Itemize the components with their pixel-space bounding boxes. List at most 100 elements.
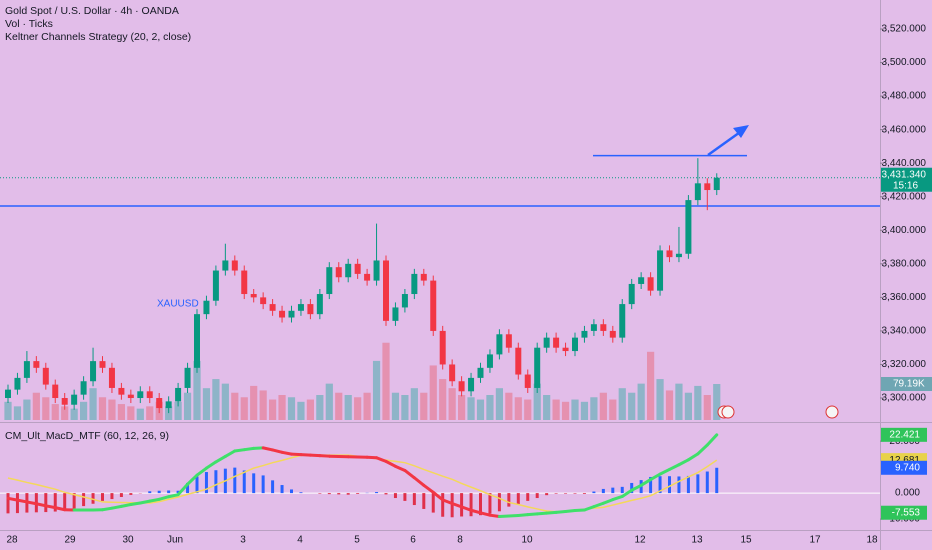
candle-body xyxy=(619,304,626,338)
volume-bar xyxy=(694,385,702,420)
macd-line-segment xyxy=(705,433,719,447)
macd-line-segment xyxy=(630,483,643,492)
candle-body xyxy=(449,364,456,382)
volume-bar xyxy=(429,365,437,420)
candle-body xyxy=(373,260,380,281)
candle-body xyxy=(146,391,153,399)
macd-line-segment xyxy=(176,482,190,497)
macd-line-segment xyxy=(318,454,331,458)
macd-histogram-bar xyxy=(573,493,577,494)
macd-line-segment xyxy=(223,449,237,458)
macd-badge-label: 12.681 xyxy=(889,455,920,466)
candle-body xyxy=(647,277,654,291)
volume-bar xyxy=(240,397,248,420)
candle-body xyxy=(468,377,475,392)
candle-body xyxy=(279,310,286,318)
candle-body xyxy=(137,391,144,399)
volume-bar xyxy=(391,392,400,420)
volume-bar xyxy=(458,395,466,420)
macd-line-segment xyxy=(601,498,615,505)
macd-line-segment xyxy=(441,498,454,505)
volume-bar xyxy=(571,399,579,420)
volume-bar xyxy=(354,397,362,420)
candle-body xyxy=(439,330,446,365)
event-icon[interactable] xyxy=(721,405,735,419)
macd-histogram-bar xyxy=(157,490,161,494)
macd-histogram-bar xyxy=(441,493,445,517)
volume-bar xyxy=(297,401,305,420)
macd-line-segment xyxy=(516,513,530,517)
volume-bar xyxy=(231,392,239,420)
candle-body xyxy=(307,304,314,315)
macd-histogram-bar xyxy=(195,476,199,494)
candle-body xyxy=(515,347,522,375)
macd-line-segment xyxy=(53,506,67,512)
macd-title: CM_Ult_MacD_MTF (60, 12, 26, 9) xyxy=(5,430,169,442)
macd-histogram-bar xyxy=(91,493,95,504)
candle-body xyxy=(364,273,371,281)
volume-bar xyxy=(4,401,12,420)
macd-line-segment xyxy=(129,501,142,507)
macd-histogram-bar xyxy=(176,490,180,494)
macd-line-segment xyxy=(110,504,123,510)
macd-line-segment xyxy=(582,505,596,512)
macd-histogram-bar xyxy=(479,493,482,516)
volume-bar xyxy=(476,399,485,420)
candle-body xyxy=(99,361,106,368)
indicator-label: Keltner Channels Strategy (20, 2, close) xyxy=(5,31,191,43)
macd-line-segment xyxy=(204,460,218,470)
macd-line-segment xyxy=(25,500,38,506)
macd-line-segment xyxy=(450,501,464,509)
macd-line-segment xyxy=(573,508,586,513)
volume-bar xyxy=(344,395,352,420)
macd-line-segment xyxy=(365,455,379,460)
candle-body xyxy=(411,273,418,295)
macd-line-segment xyxy=(431,490,445,502)
macd-line-segment xyxy=(658,467,671,476)
macd-histogram-bar xyxy=(601,488,605,494)
macd-line-segment xyxy=(261,446,275,452)
volume-bar xyxy=(287,397,296,420)
event-icon[interactable] xyxy=(825,405,839,419)
volume-bar xyxy=(410,388,418,420)
candle-body xyxy=(458,381,465,392)
volume-bar xyxy=(637,383,645,420)
macd-line-segment xyxy=(620,488,634,498)
macd-line-segment xyxy=(101,506,114,512)
macd-line-segment xyxy=(403,468,416,480)
macd-histogram-bar xyxy=(129,493,133,495)
volume-bar xyxy=(609,399,617,420)
volume-bar xyxy=(146,406,154,420)
candle-body xyxy=(477,367,484,378)
macd-histogram-bar xyxy=(431,493,435,513)
candle-body xyxy=(14,377,21,390)
candle-body xyxy=(260,297,267,305)
macd-histogram-bar xyxy=(252,473,256,494)
macd-histogram-bar xyxy=(44,493,48,513)
macd-line-segment xyxy=(696,443,709,456)
macd-histogram-bar xyxy=(620,486,624,494)
macd-histogram-bar xyxy=(658,476,662,494)
candle-body xyxy=(90,361,97,382)
x-tick-label: 28 xyxy=(6,535,18,546)
candle-body xyxy=(562,347,569,352)
candle-body xyxy=(354,263,361,274)
volume-bar xyxy=(202,388,211,420)
volume-bar xyxy=(23,399,31,420)
candle-body xyxy=(657,250,664,291)
macd-histogram-bar xyxy=(630,482,634,494)
macd-line-segment xyxy=(460,505,473,512)
macd-histogram-bar xyxy=(63,493,67,511)
macd-line-segment xyxy=(488,513,501,518)
macd-histogram-bar xyxy=(233,467,237,494)
volume-bar xyxy=(439,379,447,420)
macd-line-segment xyxy=(497,514,511,518)
candle-body xyxy=(222,260,229,271)
macd-histogram-bar xyxy=(696,474,700,494)
macd-line-segment xyxy=(564,509,577,514)
macd-histogram-bar xyxy=(554,493,558,494)
volume-bar xyxy=(183,392,192,420)
candle-body xyxy=(71,394,78,405)
macd-histogram-bar xyxy=(261,475,265,494)
candle-body xyxy=(496,334,503,355)
